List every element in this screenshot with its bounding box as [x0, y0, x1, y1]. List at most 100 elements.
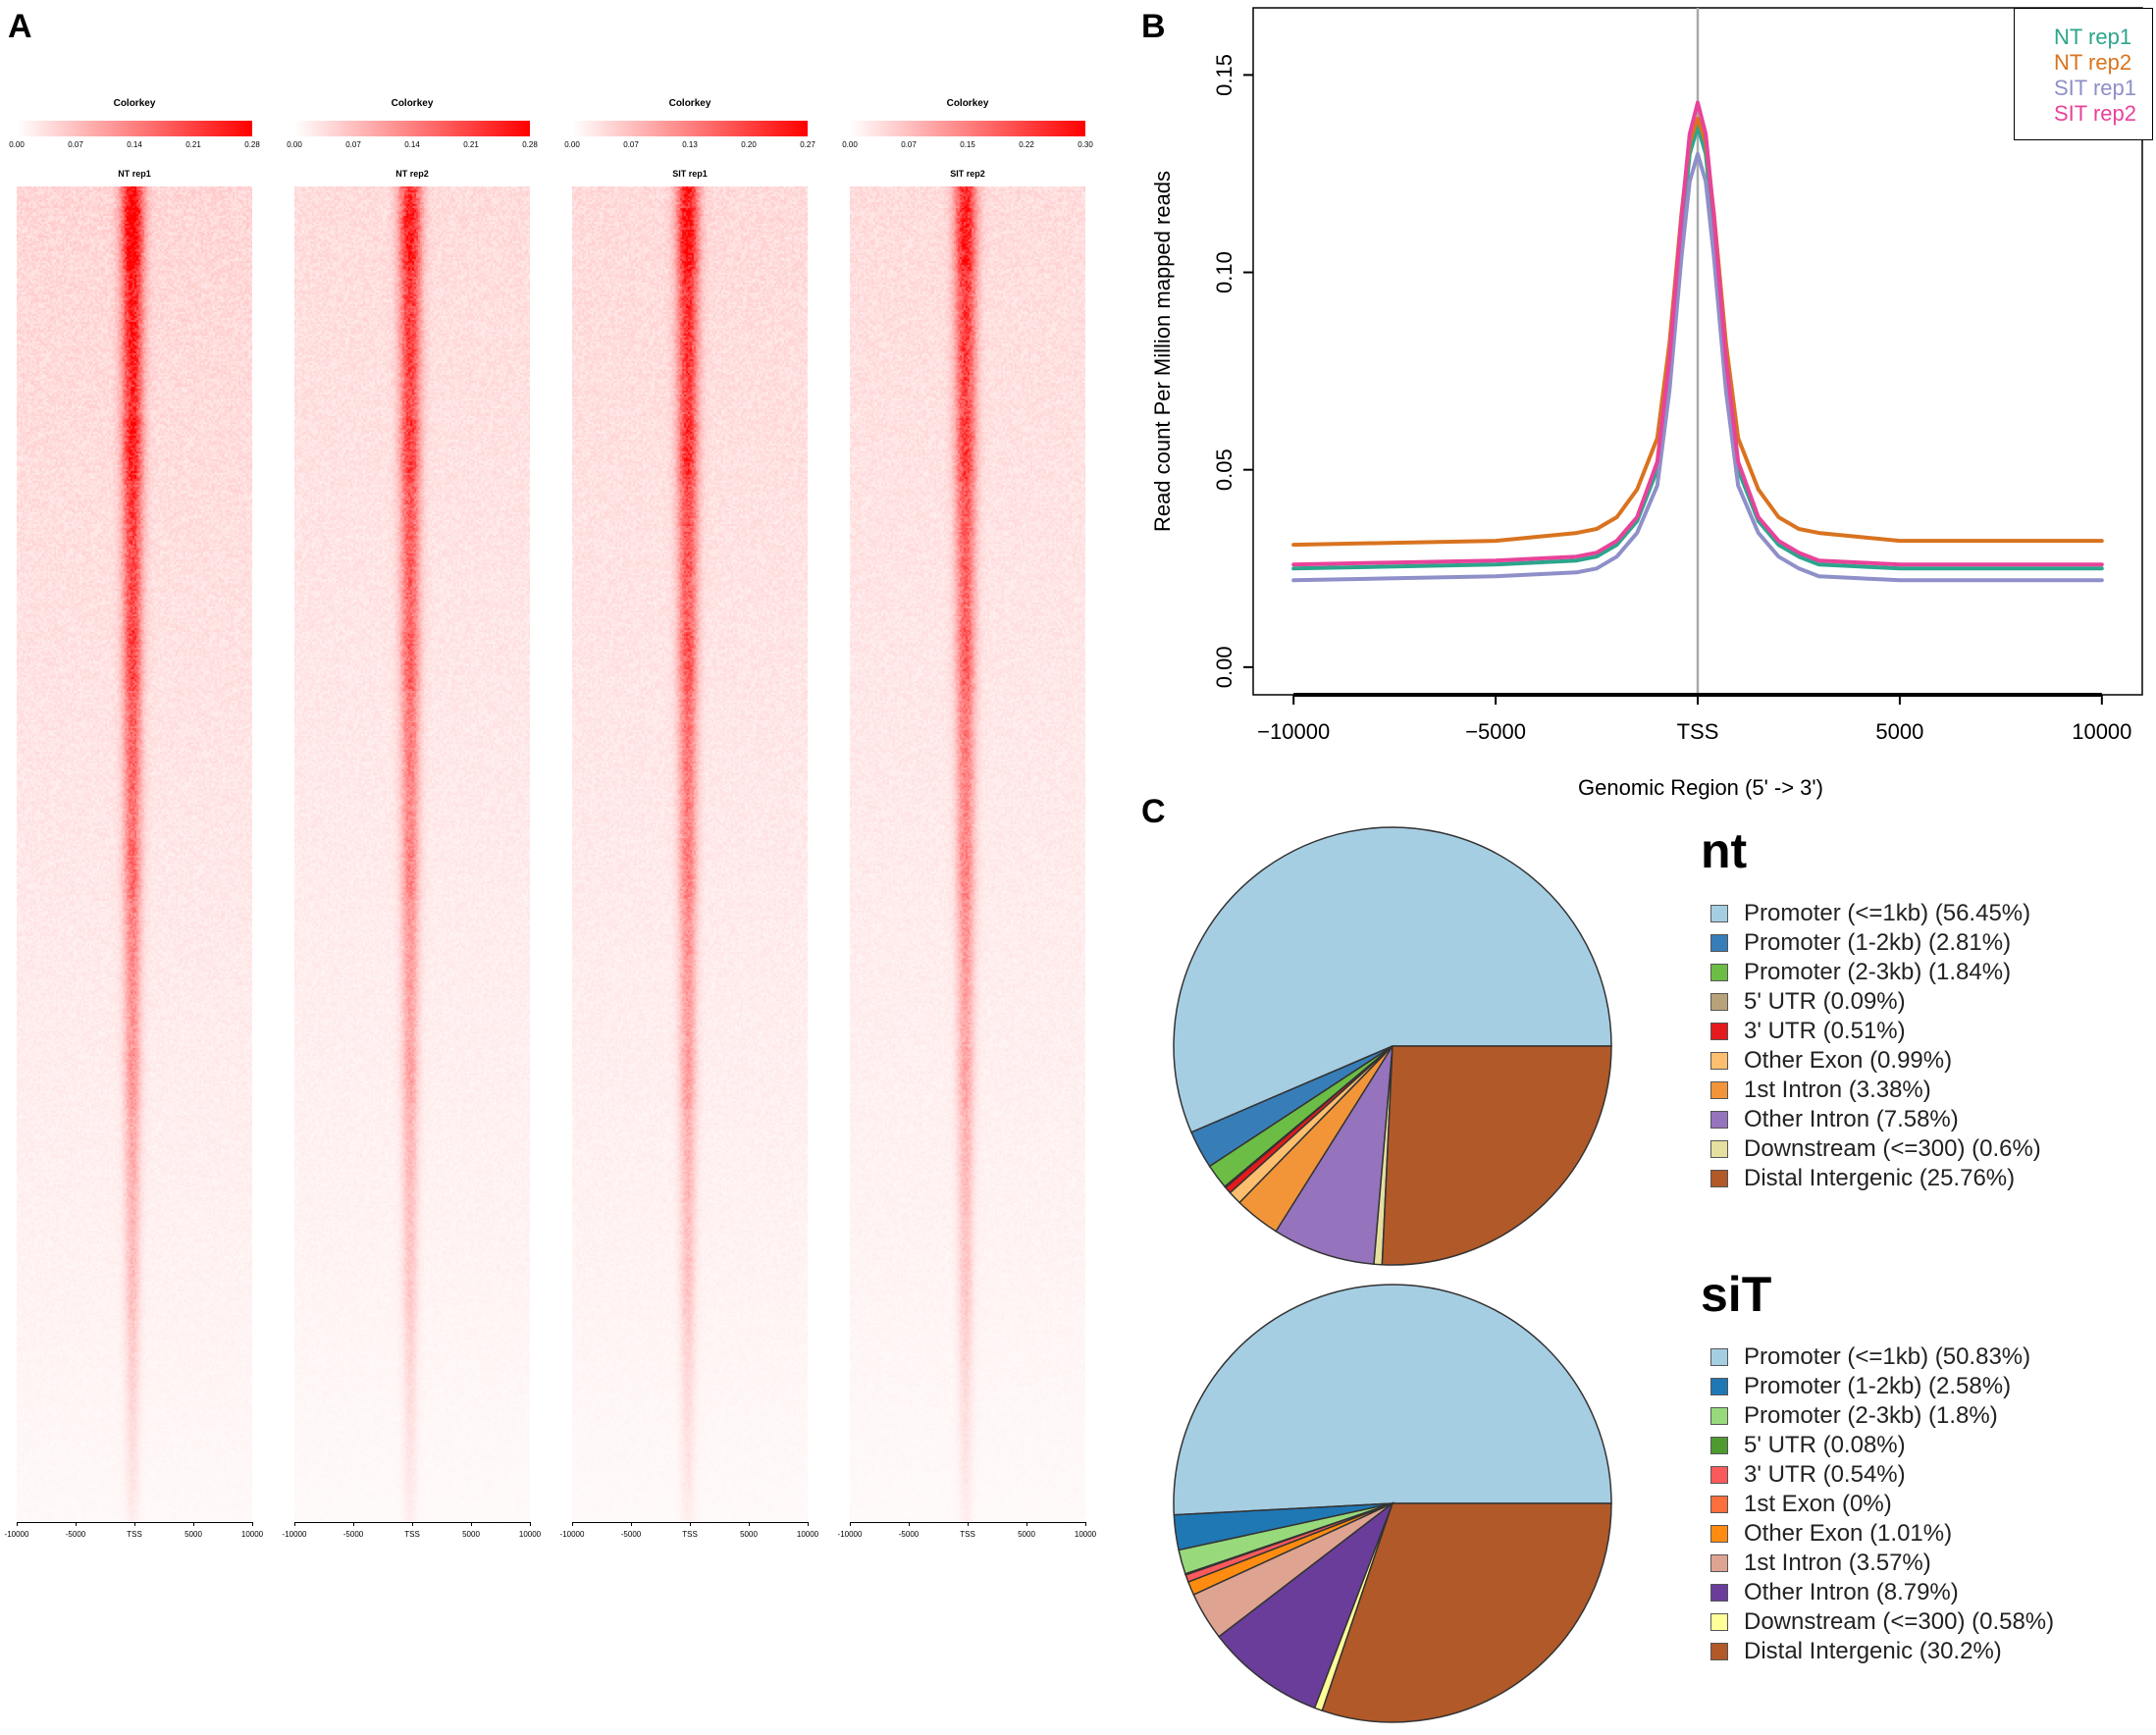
legend-item: Other Exon (1.01%) [1710, 1519, 1952, 1549]
colorkey-tick: 0.22 [1019, 140, 1034, 149]
legend-sit-rep2: SIT rep2 [2054, 101, 2136, 126]
heatmap-canvas [572, 186, 808, 1521]
legend-label: 1st Intron (3.38%) [1744, 1077, 1931, 1103]
panel-label-b: B [1141, 8, 1166, 45]
legend-item: 1st Exon (0%) [1710, 1490, 1892, 1519]
profile-plot: −10000 −5000 TSS 5000 10000 0.00 0.05 0.10 0.15 G… [1150, 7, 2143, 800]
legend-item: Promoter (<=1kb) (50.83%) [1710, 1342, 2030, 1372]
heatmap-x-tick [17, 1522, 18, 1526]
profile-legend: NT rep1 NT rep2 SIT rep1 SIT rep2 [2014, 8, 2153, 140]
pie-slice [1381, 1045, 1612, 1266]
heatmap-x-label: TSS [127, 1530, 142, 1539]
legend-swatch [1710, 1140, 1728, 1158]
heatmap-x-label: 10000 [240, 1530, 264, 1539]
heatmap-x-tick [968, 1522, 969, 1526]
heatmap-title: NT rep2 [395, 169, 429, 179]
legend-swatch [1710, 1643, 1728, 1660]
pie-slice [1173, 826, 1612, 1133]
legend-item: 5' UTR (0.08%) [1710, 1431, 1906, 1460]
heatmap-x-tick [134, 1522, 135, 1526]
y-tick-label: 0.10 [1212, 251, 1236, 293]
legend-item: 1st Intron (3.57%) [1710, 1549, 1931, 1578]
legend-label: 5' UTR (0.09%) [1744, 988, 1906, 1015]
heatmap-x-tick [471, 1522, 472, 1526]
colorkey-tick: 0.14 [127, 140, 142, 149]
colorkey-tick: 0.20 [741, 140, 757, 149]
legend-swatch [1710, 1466, 1728, 1484]
colorkey-tick: 0.07 [345, 140, 361, 149]
colorkey-tick: 0.00 [564, 140, 580, 149]
heatmap-x-label: TSS [404, 1530, 420, 1539]
heatmap-4: Colorkey 0.00 0.07 0.15 0.22 0.30 SIT rep2 -100… [838, 93, 1097, 1546]
heatmap-x-tick [530, 1522, 531, 1526]
heatmap-x-label: -5000 [898, 1530, 920, 1539]
colorkey-bar [17, 121, 252, 136]
legend-swatch [1710, 1554, 1728, 1572]
pie-slice [1218, 1500, 1394, 1709]
colorkey-tick: 0.15 [960, 140, 975, 149]
legend-sit-rep1: SIT rep1 [2054, 76, 2136, 100]
legend-item: Distal Intergenic (25.76%) [1710, 1164, 2015, 1193]
y-tick-label: 0.15 [1212, 54, 1236, 96]
colorkey-title: Colorkey [946, 98, 989, 109]
colorkey-tick: 0.21 [185, 140, 201, 149]
x-tick-label: 10000 [2072, 719, 2131, 744]
heatmap-x-tick [808, 1522, 809, 1526]
legend-label: 1st Exon (0%) [1744, 1491, 1892, 1517]
legend-swatch [1710, 1170, 1728, 1187]
colorkey-title: Colorkey [113, 98, 156, 109]
colorkey-tick: 0.28 [244, 140, 260, 149]
heatmap-x-label: 10000 [518, 1530, 542, 1539]
legend-item: Other Intron (7.58%) [1710, 1105, 1959, 1134]
legend-item: Other Exon (0.99%) [1710, 1046, 1952, 1076]
colorkey-tick: 0.28 [522, 140, 538, 149]
heatmap-x-label: -10000 [4, 1530, 29, 1539]
legend-label: Other Intron (8.79%) [1744, 1579, 1959, 1605]
colorkey-title: Colorkey [668, 98, 711, 109]
heatmap-canvas [850, 186, 1085, 1521]
heatmap-x-tick [193, 1522, 194, 1526]
heatmap-x-label: -5000 [342, 1530, 364, 1539]
legend-swatch [1710, 1023, 1728, 1040]
legend-label: Distal Intergenic (25.76%) [1744, 1165, 2016, 1191]
legend-label: Downstream (<=300) (0.6%) [1744, 1135, 2041, 1162]
legend-swatch [1710, 1584, 1728, 1602]
legend-item: Distal Intergenic (30.2%) [1710, 1637, 2002, 1666]
legend-swatch [1710, 1111, 1728, 1129]
heatmap-x-label: -5000 [620, 1530, 642, 1539]
legend-label: Downstream (<=300) (0.58%) [1744, 1608, 2055, 1635]
heatmap-x-label: 5000 [462, 1530, 480, 1539]
y-axis-label: Read count Per Million mapped reads [1150, 171, 1175, 532]
heatmap-2: Colorkey 0.00 0.07 0.14 0.21 0.28 NT rep2 -1000… [283, 93, 542, 1546]
heatmap-1: Colorkey 0.00 0.07 0.14 0.21 0.28 NT rep1 -1000… [5, 93, 264, 1546]
heatmap-x-tick [909, 1522, 910, 1526]
legend-swatch [1710, 993, 1728, 1011]
heatmap-x-label: -10000 [282, 1530, 307, 1539]
legend-item: Other Intron (8.79%) [1710, 1578, 1959, 1607]
colorkey-tick: 0.07 [68, 140, 83, 149]
heatmap-3: Colorkey 0.00 0.07 0.13 0.20 0.27 SIT rep1 -100… [560, 93, 819, 1546]
legend-label: Other Exon (0.99%) [1744, 1047, 1953, 1074]
colorkey-tick: 0.07 [623, 140, 639, 149]
legend-item: 3' UTR (0.54%) [1710, 1460, 1906, 1490]
legend-label: Distal Intergenic (30.2%) [1744, 1638, 2002, 1664]
series-line-2 [1291, 116, 2104, 548]
legend-item: 1st Intron (3.38%) [1710, 1076, 1931, 1105]
legend-swatch [1710, 964, 1728, 981]
y-tick-label: 0.05 [1212, 448, 1236, 491]
legend-swatch [1710, 1525, 1728, 1543]
heatmap-canvas [294, 186, 530, 1521]
legend-label: Other Exon (1.01%) [1744, 1520, 1953, 1547]
legend-nt-rep1: NT rep1 [2054, 25, 2132, 49]
legend-item: Downstream (<=300) (0.58%) [1710, 1607, 2054, 1637]
heatmap-x-label: 10000 [796, 1530, 819, 1539]
legend-swatch [1710, 1407, 1728, 1425]
colorkey-tick: 0.30 [1078, 140, 1093, 149]
legend-swatch [1710, 1081, 1728, 1099]
heatmap-x-label: 10000 [1074, 1530, 1097, 1539]
heatmap-x-tick [1085, 1522, 1086, 1526]
colorkey-tick: 0.00 [9, 140, 25, 149]
x-tick-label: −10000 [1257, 719, 1330, 744]
legend-item: Promoter (1-2kb) (2.58%) [1710, 1372, 2011, 1401]
